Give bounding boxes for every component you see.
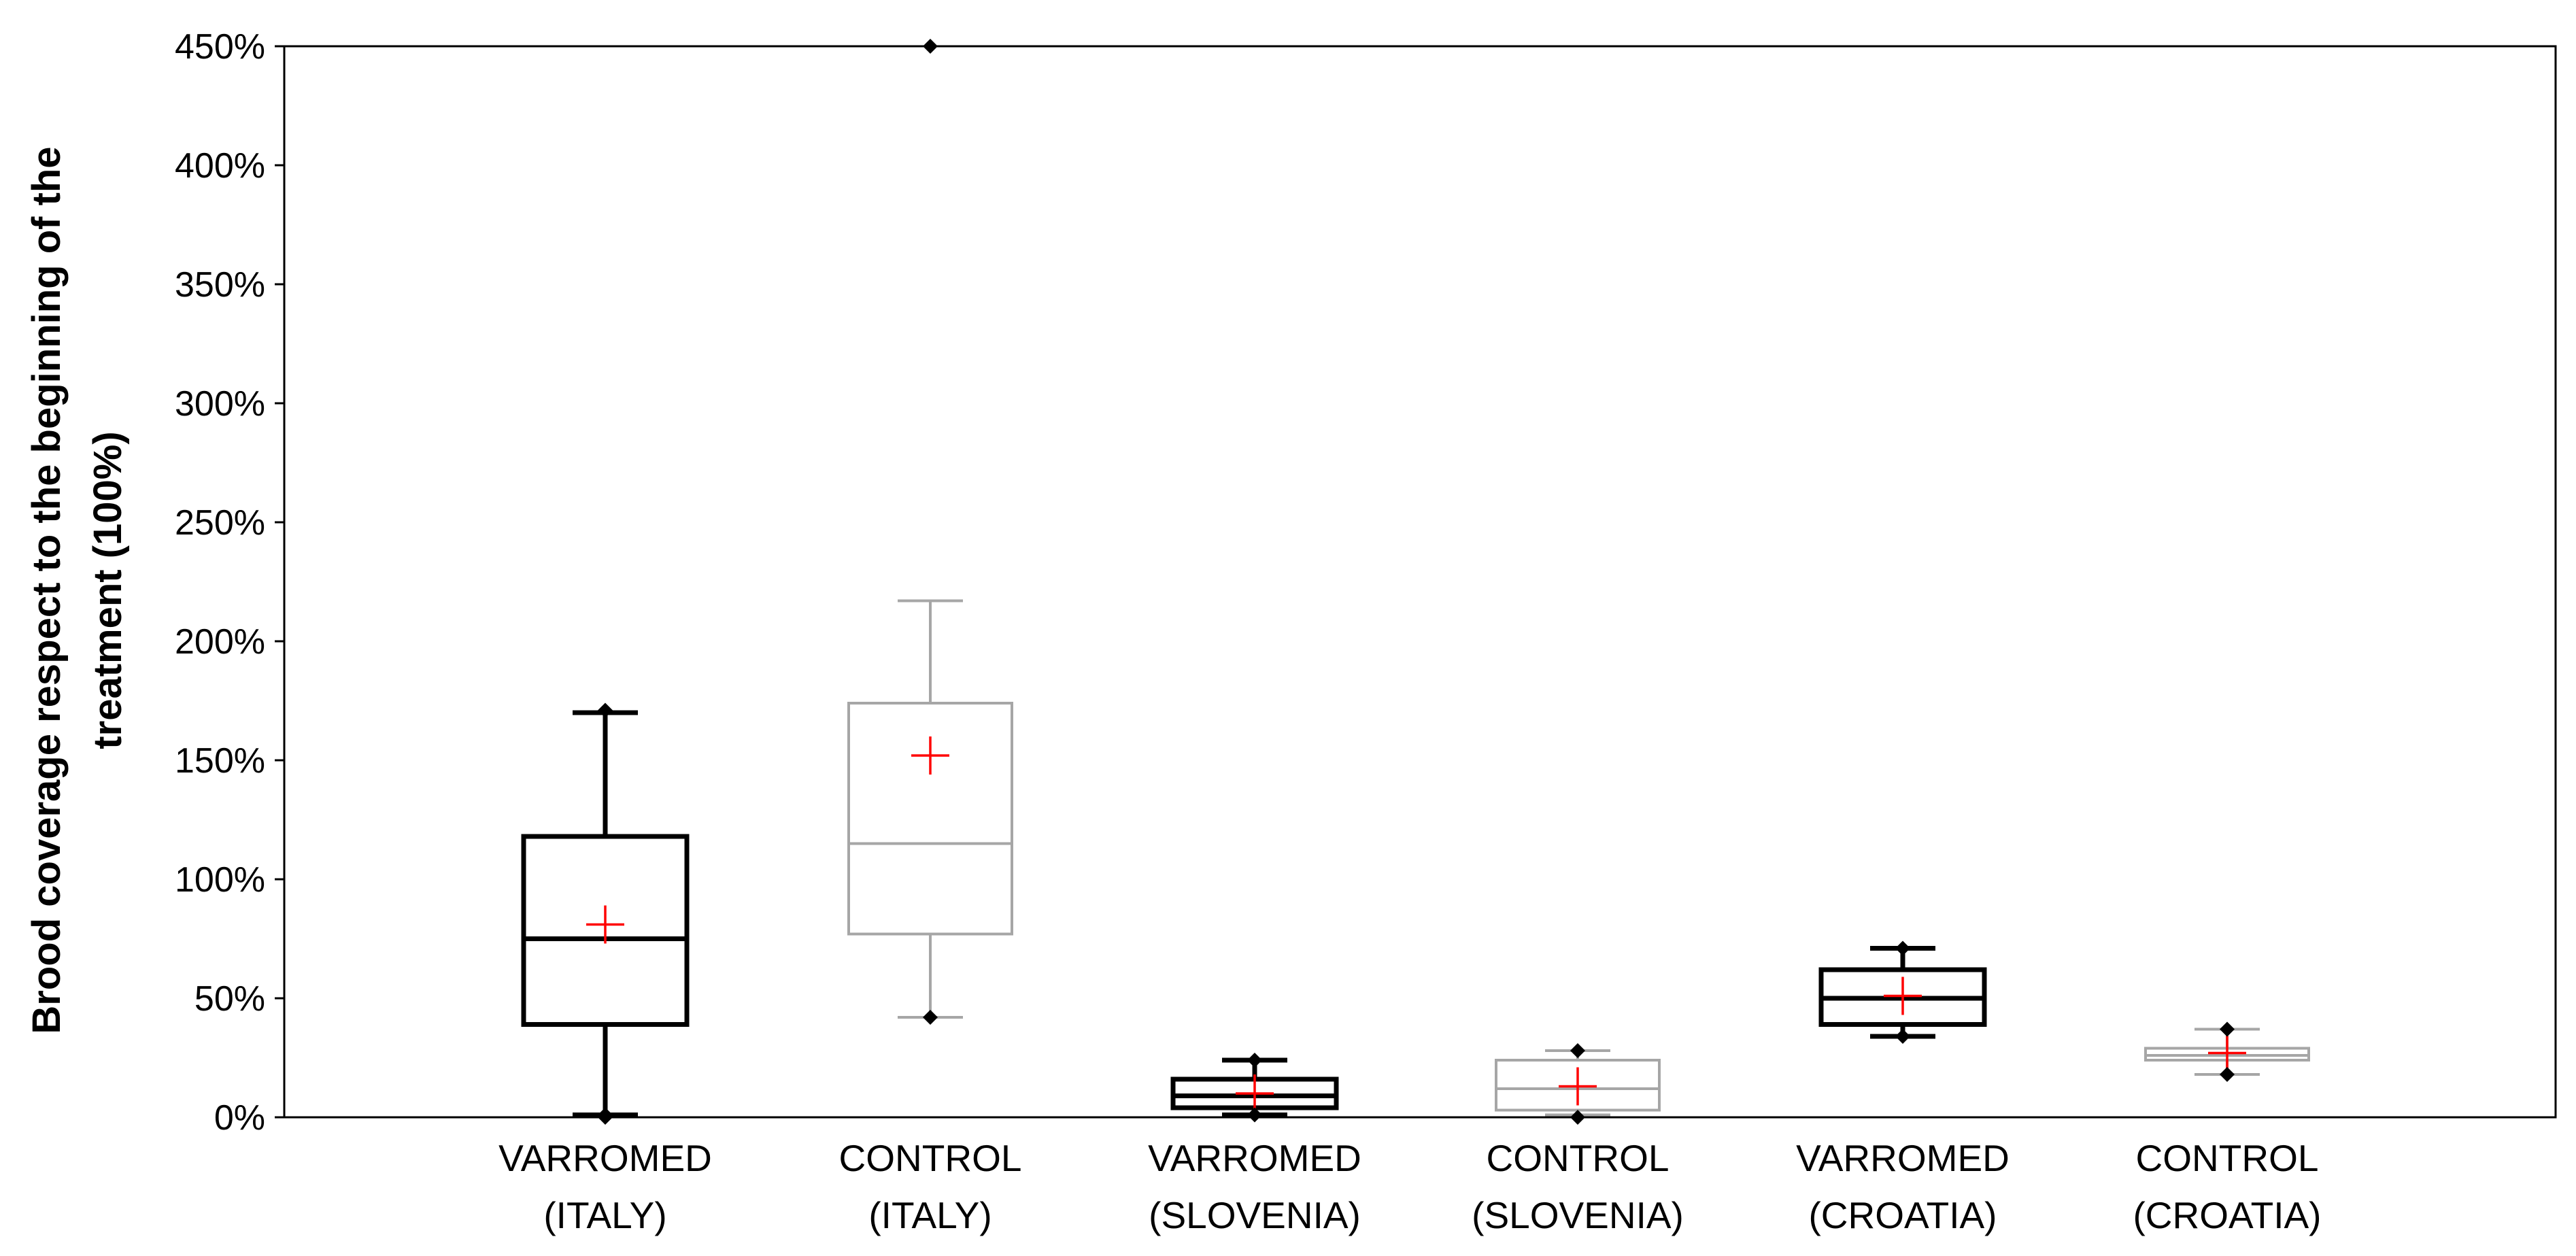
extreme-point [1247, 1107, 1262, 1123]
extreme-point [1247, 1053, 1262, 1068]
y-axis: 0% 50% 100% 150% 200% 250% 300% 350% 400% 450% [175, 27, 286, 1138]
extreme-point [923, 39, 938, 54]
box-3 [1170, 1053, 1339, 1123]
extreme-point [923, 1010, 938, 1025]
x-category-label: (ITALY) [543, 1194, 666, 1236]
y-tick-label: 250% [175, 503, 265, 543]
extreme-point [598, 1107, 613, 1123]
y-tick-label: 0% [214, 1098, 265, 1138]
extreme-point [1895, 1029, 1910, 1044]
box-5 [1818, 940, 1987, 1044]
y-tick-label: 300% [175, 384, 265, 424]
y-tick-label: 100% [175, 860, 265, 900]
y-axis-title: Brood coverage respect to the beginning … [24, 146, 130, 1034]
box-1 [521, 702, 690, 1125]
x-category-label: (ITALY) [868, 1194, 992, 1236]
y-axis-title-line-2: treatment (100%) [86, 431, 130, 749]
extreme-point [1570, 1110, 1585, 1125]
y-tick-label: 450% [175, 27, 265, 67]
y-tick-label: 350% [175, 265, 265, 305]
x-category-label: (CROATIA) [1808, 1194, 1997, 1236]
extreme-point [2220, 1021, 2235, 1037]
x-category-label: VARROMED [1148, 1137, 1361, 1179]
y-tick-label: 200% [175, 622, 265, 662]
extreme-point [1895, 940, 1910, 956]
boxes [521, 39, 2310, 1125]
x-category-label: (SLOVENIA) [1472, 1194, 1684, 1236]
y-tick-label: 400% [175, 146, 265, 186]
box-6 [2144, 1021, 2310, 1082]
extreme-point [2220, 1067, 2235, 1082]
x-axis-labels: VARROMED (ITALY) CONTROL (ITALY) VARROMED (SL… [498, 1137, 2321, 1236]
x-category-label: VARROMED [498, 1137, 712, 1179]
x-category-label: CONTROL [1487, 1137, 1670, 1179]
box-4 [1495, 1043, 1661, 1125]
y-tick-label: 150% [175, 741, 265, 781]
x-category-label: VARROMED [1796, 1137, 2010, 1179]
y-axis-title-line-1: Brood coverage respect to the beginning … [24, 146, 69, 1034]
y-tick-label: 50% [194, 979, 265, 1019]
x-category-label: (SLOVENIA) [1149, 1194, 1361, 1236]
extreme-point [1570, 1043, 1585, 1058]
extreme-point [598, 702, 613, 718]
x-category-label: CONTROL [2136, 1137, 2319, 1179]
x-category-label: (CROATIA) [2133, 1194, 2321, 1236]
box-2 [847, 39, 1013, 1025]
x-category-label: CONTROL [839, 1137, 1022, 1179]
